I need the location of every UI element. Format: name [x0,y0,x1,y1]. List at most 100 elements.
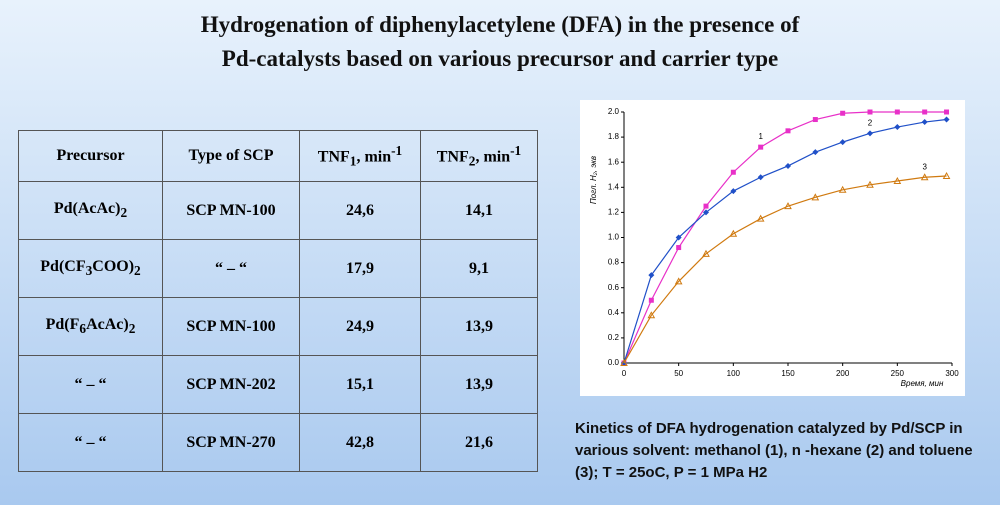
y-axis-label: Погл. H₂, экв [589,156,598,204]
marker [676,245,682,251]
series-line [623,118,947,364]
cell-text: Precursor [56,147,125,164]
cell-text: “ – “ [74,375,107,393]
marker [675,234,682,241]
y-tick-label: 1.4 [608,182,620,191]
cell-text: 2 [134,263,141,279]
marker [866,180,874,188]
cell-text: 2 [120,205,128,221]
marker [784,202,792,210]
cell-text: -1 [391,142,403,158]
marker [920,173,929,181]
marker [648,272,655,279]
table-cell: 17,9 [299,239,421,298]
marker [922,109,928,115]
marker [944,109,950,115]
title: Hydrogenation of diphenylacetylene (DFA)… [0,8,1000,76]
table-cell: 13,9 [420,355,538,414]
marker [703,203,709,209]
marker [785,128,791,134]
marker [943,116,950,123]
y-tick-label: 0.4 [608,308,620,317]
marker [812,149,819,156]
chart-panel: 0.0 0.2 0.4 0.6 0.8 1.0 1.2 1.4 1.6 1.8 2.0 0 50 100 1… [580,100,965,396]
marker [867,130,873,137]
cell-text: Pd(CF [40,257,86,275]
x-axis-label: Время, мин [901,379,944,388]
table-cell: TNF2, min-1 [420,130,538,182]
cell-text: Pd(F [45,315,80,333]
cell-text: SCP MN-100 [186,201,276,219]
table-row: “ – “ SCP MN-202 15,1 13,9 [18,355,538,414]
y-tick-label: 0.8 [608,258,620,267]
cell-text: TNF [317,148,350,166]
table-cell: SCP MN-100 [162,181,300,240]
table-cell: SCP MN-270 [162,413,300,472]
cell-text: 3 [85,263,93,279]
cell-text: 21,6 [465,433,493,451]
y-tick-label: 0.2 [608,333,620,342]
table-cell: TNF1, min-1 [299,130,421,182]
title-line: Hydrogenation of diphenylacetylene (DFA)… [200,12,800,37]
cell-text: 2 [468,153,476,169]
cell-text: , min [356,148,392,166]
cell-text: “ – “ [215,259,247,277]
table-cell: “ – “ [18,413,163,472]
y-tick-label: 1.2 [608,208,620,217]
cell-text: -1 [510,142,522,158]
table-cell: Type of SCP [162,130,300,182]
y-tick-label: 1.0 [608,233,620,242]
caption: Kinetics of DFA hydrogenation catalyzed … [575,420,973,481]
cell-text: 14,1 [465,201,493,219]
y-tick-label: 0.0 [608,358,620,367]
x-tick-label: 50 [674,369,683,378]
cell-text: 2 [128,321,136,337]
marker [785,162,791,169]
marker [838,185,847,193]
marker [942,171,951,180]
cell-text: , min [475,148,511,166]
cell-text: SCP MN-202 [186,375,276,393]
table-cell: SCP MN-100 [162,297,300,356]
table-cell: 13,9 [420,297,538,356]
x-tick-label: 200 [836,369,850,378]
cell-text: AcAc) [86,315,129,333]
table-cell: 42,8 [299,413,421,472]
table-cell: Pd(AcAc)2 [18,181,163,240]
series-line [623,175,947,364]
x-tick-label: 0 [622,369,627,378]
table-cell: 9,1 [420,239,538,298]
marker [647,311,656,319]
table: Precursor Type of SCP TNF1, min-1 TNF2, min… [18,130,538,472]
cell-text: 13,9 [465,317,493,335]
table-row: “ – “ SCP MN-270 42,8 21,6 [18,413,538,472]
marker [894,109,900,115]
marker [674,277,683,285]
marker [757,174,764,181]
cell-text: SCP MN-270 [186,433,276,451]
x-tick-label: 250 [891,369,905,378]
marker [921,119,928,126]
cell-text: SCP MN-100 [186,317,276,335]
cell-text: TNF [436,148,469,166]
marker [648,297,654,303]
cell-text: 6 [79,321,87,337]
y-tick-label: 0.6 [608,283,620,292]
series-label: 1 [758,132,763,141]
marker [729,229,738,237]
table-cell: “ – “ [162,239,300,298]
table-cell: 24,9 [299,297,421,356]
y-tick-label: 1.8 [608,132,620,141]
table-row: Pd(F6AcAc)2 SCP MN-100 24,9 13,9 [18,297,538,356]
chart: 0.0 0.2 0.4 0.6 0.8 1.0 1.2 1.4 1.6 1.8 2.0 0 50 100 1… [589,107,959,388]
marker [702,249,710,257]
marker [730,188,737,195]
x-tick-label: 100 [727,369,741,378]
cell-text: 24,9 [346,317,374,335]
marker [812,117,818,123]
marker [811,193,820,201]
cell-text: “ – “ [74,433,107,451]
marker [758,144,764,150]
table-cell: Pd(F6AcAc)2 [18,297,163,356]
